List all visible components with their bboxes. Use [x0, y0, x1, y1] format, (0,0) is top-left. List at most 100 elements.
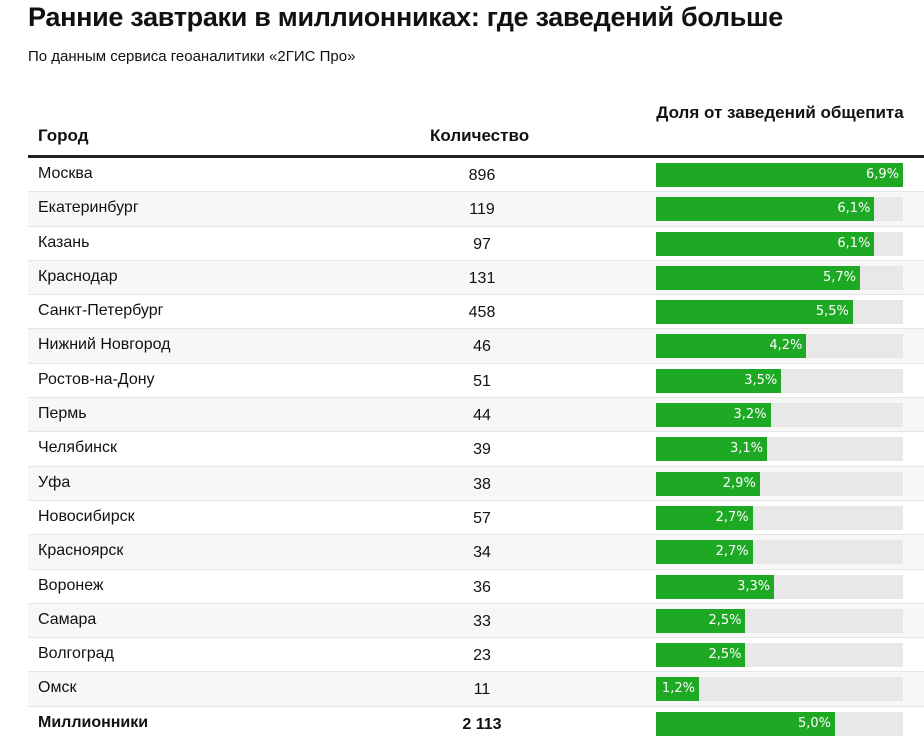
share-bar-track: 3,2%	[656, 403, 903, 428]
table-row: Казань 97 6,1%	[28, 227, 924, 261]
table-row: Ростов-на-Дону 51 3,5%	[28, 364, 924, 399]
count-value: 119	[469, 201, 495, 219]
share-bar-track: 2,7%	[656, 540, 903, 565]
share-bar-track: 5,7%	[656, 265, 903, 290]
share-label: 2,9%	[722, 475, 756, 491]
share-label: 5,0%	[797, 715, 831, 731]
city-name: Воронеж	[38, 576, 104, 594]
city-name: Уфа	[38, 473, 71, 491]
share-bar: 3,1%	[656, 437, 767, 462]
share-bar-track: 5,0%	[656, 711, 903, 736]
count-value: 23	[473, 647, 491, 665]
count-value: 51	[473, 372, 491, 390]
share-label: 2,5%	[708, 647, 742, 663]
city-name: Ростов-на-Дону	[38, 370, 155, 388]
share-bar: 5,7%	[656, 265, 861, 290]
table-row: Москва 896 6,9%	[28, 158, 924, 193]
share-bar: 5,5%	[656, 300, 853, 325]
share-bar-track: 5,5%	[656, 300, 903, 325]
city-name: Казань	[38, 233, 90, 251]
count-value: 896	[468, 167, 496, 184]
share-label: 2,7%	[715, 544, 749, 560]
city-name: Омск	[38, 679, 77, 697]
column-header-count: Количество	[430, 126, 530, 145]
city-name: Новосибирск	[38, 507, 135, 525]
share-bar: 5,0%	[656, 711, 835, 736]
count-value: 38	[473, 475, 491, 493]
share-label: 2,7%	[715, 509, 749, 525]
city-name: Краснодар	[38, 267, 118, 285]
table-row: Пермь 44 3,2%	[28, 398, 924, 433]
share-bar: 2,9%	[656, 471, 760, 496]
count-value: 46	[473, 338, 491, 356]
share-label: 1,2%	[661, 681, 695, 697]
share-bar-track: 6,9%	[656, 163, 903, 187]
share-bar: 6,9%	[656, 163, 903, 187]
city-name: Москва	[38, 165, 93, 182]
city-name: Челябинск	[38, 439, 117, 457]
table-row: Нижний Новгород 46 4,2%	[28, 329, 924, 364]
share-bar-track: 3,3%	[656, 574, 903, 599]
count-value: 97	[473, 235, 491, 253]
table-row: Челябинск 39 3,1%	[28, 432, 924, 467]
count-value: 131	[468, 269, 496, 287]
table-row: Екатеринбург 119 6,1%	[28, 192, 924, 227]
share-label: 6,1%	[837, 201, 871, 217]
share-bar-track: 2,9%	[656, 471, 903, 496]
table-row: Омск 11 1,2%	[28, 672, 924, 707]
share-bar-track: 2,5%	[656, 643, 903, 668]
city-name: Нижний Новгород	[38, 336, 171, 354]
share-label: 3,3%	[737, 578, 771, 594]
city-name: Санкт-Петербург	[38, 302, 164, 320]
table-row: Уфа 38 2,9%	[28, 466, 924, 501]
share-label: 6,9%	[865, 167, 899, 182]
share-bar-track: 2,5%	[656, 608, 903, 633]
share-label: 6,1%	[837, 235, 871, 251]
share-label: 5,5%	[815, 304, 849, 320]
share-bar: 3,3%	[656, 574, 775, 599]
count-value: 44	[473, 407, 491, 425]
column-header-city: Город	[38, 126, 89, 145]
share-label: 2,5%	[708, 612, 742, 628]
count-value: 458	[468, 304, 496, 322]
share-bar: 2,7%	[656, 540, 753, 565]
share-bar-track: 6,1%	[656, 231, 903, 256]
share-bar: 3,5%	[656, 368, 782, 393]
table-row: Санкт-Петербург 458 5,5%	[28, 295, 924, 330]
count-value: 33	[473, 612, 491, 630]
share-bar-track: 3,1%	[656, 437, 903, 462]
share-label: 3,2%	[733, 407, 767, 423]
share-bar: 2,5%	[656, 643, 746, 668]
share-bar-track: 1,2%	[656, 677, 903, 702]
count-value: 11	[473, 681, 491, 699]
share-label: 4,2%	[769, 338, 803, 354]
total-row: Миллионники 2 113 5,0%	[28, 706, 924, 742]
share-label: 5,7%	[823, 269, 857, 285]
count-value: 39	[473, 441, 491, 459]
share-bar: 3,2%	[656, 403, 771, 428]
city-name: Пермь	[38, 405, 87, 423]
page-title: Ранние завтраки в миллионниках: где заве…	[28, 2, 783, 32]
share-bar-track: 6,1%	[656, 197, 903, 222]
table-row: Новосибирск 57 2,7%	[28, 501, 924, 536]
column-header-share: Доля от заведений общепита	[656, 103, 904, 122]
table-body: Москва 896 6,9% Екатеринбург 119 6,1% Каза…	[28, 158, 924, 742]
share-bar: 2,5%	[656, 608, 746, 633]
share-bar-track: 4,2%	[656, 334, 903, 359]
share-label: 3,5%	[744, 372, 778, 388]
share-bar: 1,2%	[656, 677, 699, 702]
table-row: Воронеж 36 3,3%	[28, 570, 924, 604]
subtitle: По данным сервиса геоаналитики «2ГИС Про…	[28, 48, 356, 65]
share-bar: 4,2%	[656, 334, 807, 359]
table-row: Красноярск 34 2,7%	[28, 535, 924, 570]
count-value: 36	[473, 578, 491, 596]
share-bar: 6,1%	[656, 231, 875, 256]
share-label: 3,1%	[729, 441, 763, 457]
table-header: Город Количество Доля от заведений общеп…	[28, 100, 924, 158]
table-row: Волгоград 23 2,5%	[28, 638, 924, 673]
city-name: Миллионники	[38, 713, 149, 731]
count-value: 34	[473, 544, 491, 562]
table-row: Краснодар 131 5,7%	[28, 260, 924, 296]
city-name: Красноярск	[38, 542, 124, 560]
share-bar-track: 2,7%	[656, 505, 903, 530]
